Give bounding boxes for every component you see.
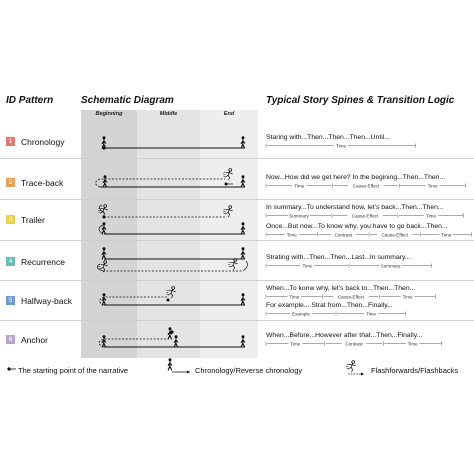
segment-label: Cause-Effect	[352, 213, 379, 218]
segment-label: Contrast	[335, 232, 353, 237]
column-label-beginning: Beginning	[95, 111, 123, 117]
transition-logic: Time Cause-Effect Time	[265, 182, 466, 189]
transition-logic: Example Time	[265, 310, 406, 317]
transition-logic: Time Cause-Effect Time	[265, 293, 436, 300]
segment-label: Contrast	[345, 341, 363, 346]
anchor-schematic	[98, 326, 246, 348]
legend-start-point-label: The starting point of the narrative	[18, 366, 129, 375]
pattern-id-badge: 2	[6, 178, 15, 187]
segment-label: Summary	[381, 263, 401, 268]
transition-logic: Time	[265, 142, 416, 149]
pattern-name: Trace-back	[21, 178, 64, 188]
transition-ruler: Time Cause-Effect Time	[265, 294, 436, 299]
segment-label: Summary	[289, 213, 309, 218]
chronology-schematic	[101, 135, 246, 150]
segment-label: Cause-Effect	[338, 294, 365, 299]
segment-label: Time	[428, 183, 438, 188]
pattern-name: Trailer	[21, 215, 45, 225]
pattern-name: Halfway-back	[21, 296, 73, 306]
transition-ruler: Time Cause-Effect Time	[265, 183, 466, 188]
transition-ruler: Time	[265, 143, 416, 148]
story-spine-text: Staring with...Then...Then...Then...Unti…	[266, 134, 390, 141]
transition-ruler: Time Contrast Time	[265, 341, 442, 346]
transition-ruler: Example Time	[265, 311, 406, 316]
segment-label: Time	[290, 341, 300, 346]
transition-logic: Time Contrast Cause-Effect Time	[265, 231, 472, 238]
transition-logic: Time Contrast Time	[265, 340, 442, 347]
halfway-back-schematic	[99, 286, 246, 306]
segment-label: Time	[287, 232, 297, 237]
recurrence-schematic	[96, 246, 248, 273]
row-divider	[0, 158, 474, 159]
header-id-pattern: ID Pattern	[6, 95, 54, 106]
pattern-id-badge: 4	[6, 257, 15, 266]
trace-back-schematic	[95, 168, 246, 188]
transition-logic: Summary Cause-Effect Time	[265, 212, 464, 219]
segment-label: Time	[408, 341, 418, 346]
segment-label: Cause-Effect	[353, 183, 380, 188]
row-divider	[0, 280, 474, 281]
segment-label: Time	[294, 183, 304, 188]
row-divider	[0, 320, 474, 321]
segment-label: Time	[366, 311, 376, 316]
segment-label: Time	[289, 294, 299, 299]
legend-start-point	[7, 367, 16, 371]
segment-label: Time	[403, 294, 413, 299]
transition-logic: Time Summary	[265, 262, 432, 269]
segment-label: Cause-Effect	[382, 232, 409, 237]
legend-chronology-label: Chronology/Reverse chronology	[195, 366, 303, 375]
pattern-id-badge: 1	[6, 137, 15, 146]
header-story-spines: Typical Story Spines & Transition Logic	[266, 95, 455, 106]
story-spine-text: Now...How did we get here? In the begini…	[266, 174, 446, 181]
row-divider	[0, 240, 474, 241]
transition-ruler: Summary Cause-Effect Time	[265, 213, 464, 218]
story-spine-text: Strating with...Then...Then...Last...In …	[266, 254, 411, 261]
column-label-middle: Middle	[159, 111, 178, 117]
legend-flash-icon	[345, 360, 364, 376]
segment-label: Time	[426, 213, 436, 218]
story-spine-text: Once...But now...To know why, you have t…	[266, 223, 448, 230]
pattern-name: Anchor	[21, 335, 48, 345]
segment-label: Example	[292, 311, 310, 316]
row-divider	[0, 199, 474, 200]
story-spine-text: When...Before...However after that...The…	[266, 332, 423, 339]
segment-label: Time	[302, 263, 312, 268]
legend-chronology-icon	[167, 357, 190, 374]
legend-flash-label: Flashforwards/Flashbacks	[371, 366, 459, 375]
segment-label: Time	[336, 143, 346, 148]
segment-label: Time	[441, 232, 451, 237]
trailer-schematic	[97, 204, 246, 235]
transition-ruler: Time Contrast Cause-Effect Time	[265, 232, 472, 237]
pattern-id-badge: 5	[6, 296, 15, 305]
pattern-id-badge: 6	[6, 335, 15, 344]
pattern-id-badge: 3	[6, 215, 15, 224]
pattern-name: Chronology	[21, 137, 65, 147]
transition-ruler: Time Summary	[265, 263, 432, 268]
story-spine-text: When...To konw why, let's back to...Then…	[266, 285, 416, 292]
column-label-end: End	[223, 111, 235, 117]
story-spine-text: For example... Strat from...Then...Final…	[266, 302, 393, 309]
pattern-name: Recurrence	[21, 257, 65, 267]
story-spine-text: In summary...To understand how, let's ba…	[266, 204, 444, 211]
header-schematic-diagram: Schematic Diagram	[81, 95, 174, 106]
